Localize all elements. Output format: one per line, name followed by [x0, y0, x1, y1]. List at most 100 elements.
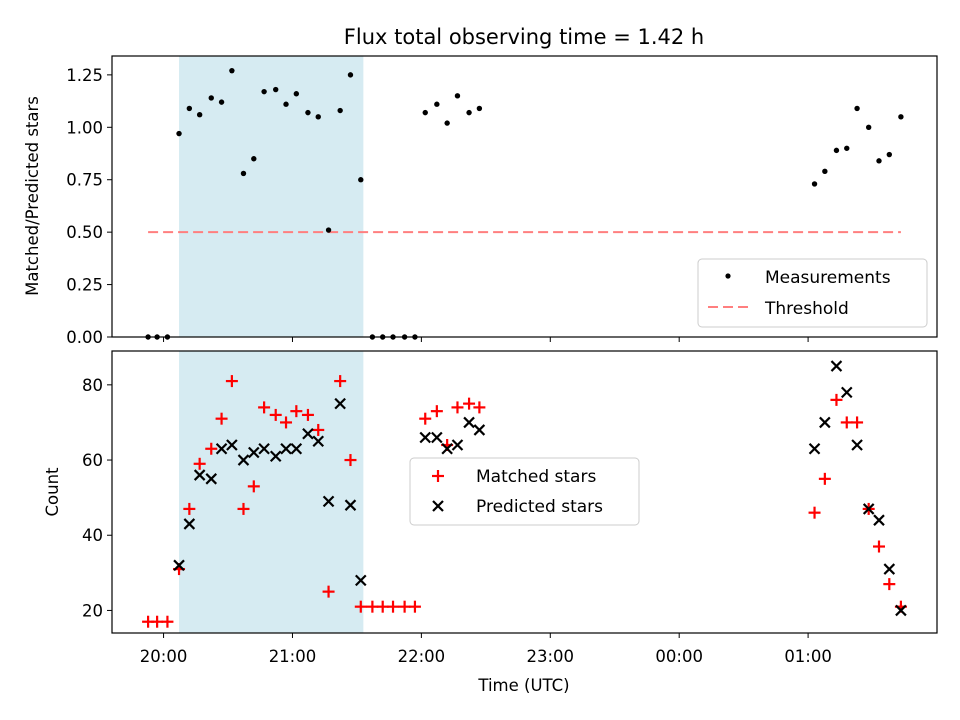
bottom-legend-box — [409, 457, 640, 526]
legend-measurements-marker — [725, 273, 731, 279]
top-y-tick-label: 1.00 — [66, 118, 103, 137]
measurement-point — [196, 112, 203, 118]
predicted-star-point — [290, 442, 303, 455]
matched-star-point — [215, 412, 228, 425]
legend-predicted-marker — [432, 500, 444, 512]
measurement-point — [240, 170, 247, 177]
predicted-star-point — [312, 435, 325, 448]
matched-star-point — [840, 416, 853, 429]
predicted-star-points — [173, 360, 907, 617]
x-axis-label: Time (UTC) — [477, 676, 569, 695]
measurement-point — [358, 177, 364, 183]
predicted-star-point — [173, 559, 185, 572]
bottom-panel: Count Time (UTC) 20 40 60 80 20:00 21:00 22:0… — [43, 350, 938, 695]
measurement-point — [305, 109, 311, 116]
top-panel: Flux total observing time = 1.42 h Match… — [23, 25, 938, 347]
matched-star-point — [808, 506, 821, 519]
top-axes-frame — [111, 55, 938, 338]
matched-star-point — [430, 405, 443, 418]
bottom-y-tick-label: 80 — [82, 376, 103, 395]
measurement-point — [315, 114, 321, 120]
top-y-tick-label: 0.00 — [66, 328, 103, 347]
matched-star-point — [161, 615, 174, 628]
predicted-star-point — [269, 450, 282, 463]
x-tick-label: 23:00 — [527, 647, 575, 666]
predicted-star-point — [473, 424, 486, 436]
matched-star-point — [225, 375, 238, 388]
bottom-y-tick-label: 40 — [82, 526, 103, 545]
top-y-tick-label: 1.25 — [66, 66, 103, 85]
matched-star-point — [151, 615, 164, 628]
predicted-star-point — [830, 360, 843, 372]
predicted-star-point — [895, 604, 907, 617]
legend-predicted-label: Predicted stars — [476, 497, 603, 517]
top-legend: Measurements Threshold — [697, 258, 928, 328]
predicted-star-point — [431, 431, 443, 444]
measurement-point — [854, 105, 860, 112]
matched-star-point — [851, 416, 864, 429]
predicted-star-point — [862, 503, 875, 515]
matched-star-point — [387, 600, 400, 613]
measurement-point — [898, 114, 904, 120]
x-tick-label: 21:00 — [269, 647, 317, 666]
predicted-star-point — [205, 473, 218, 485]
measurement-point — [218, 99, 225, 105]
bottom-y-axis-label: Count — [43, 467, 62, 517]
measurement-point — [844, 145, 850, 151]
predicted-star-point — [322, 495, 335, 508]
matched-star-point — [344, 454, 357, 467]
measurement-points — [145, 67, 904, 340]
matched-star-point — [376, 600, 389, 613]
predicted-star-point — [193, 469, 206, 481]
measurement-point — [865, 124, 872, 130]
measurement-point — [251, 156, 257, 162]
matched-star-point — [312, 423, 325, 436]
predicted-star-point — [355, 574, 367, 587]
bottom-y-ticks: 20 40 60 80 — [82, 376, 112, 620]
top-y-ticks: 0.00 0.25 0.50 0.75 1.00 1.25 — [66, 66, 112, 347]
predicted-star-point — [258, 442, 270, 455]
predicted-star-point — [808, 442, 821, 455]
predicted-star-point — [819, 416, 831, 429]
top-y-tick-label: 0.75 — [66, 171, 103, 190]
measurement-point — [886, 151, 893, 158]
top-y-tick-label: 0.25 — [66, 276, 103, 295]
measurement-point — [833, 147, 840, 154]
measurement-point — [434, 101, 440, 107]
measurement-point — [283, 101, 289, 107]
top-y-tick-label: 0.50 — [66, 223, 103, 242]
matched-star-point — [408, 600, 421, 613]
predicted-star-point — [883, 563, 896, 575]
legend-measurements-label: Measurements — [765, 268, 891, 288]
measurement-point — [325, 227, 332, 233]
predicted-star-point — [840, 386, 853, 399]
bottom-y-tick-label: 20 — [82, 601, 103, 620]
matched-star-point — [366, 600, 379, 613]
top-chart-title: Flux total observing time = 1.42 h — [344, 25, 704, 49]
matched-star-point — [205, 442, 218, 455]
measurement-point — [466, 109, 472, 116]
predicted-star-point — [451, 439, 464, 451]
matched-star-point — [818, 472, 831, 485]
legend-threshold-label: Threshold — [764, 299, 849, 319]
matched-star-point — [258, 401, 271, 414]
matched-star-point — [883, 578, 896, 591]
predicted-star-point — [463, 416, 475, 429]
measurement-point — [176, 130, 182, 137]
legend-matched-marker — [432, 470, 444, 482]
matched-star-point — [451, 401, 464, 414]
matched-star-point — [193, 457, 206, 470]
matched-star-point — [290, 405, 303, 418]
predicted-star-point — [183, 518, 196, 530]
matched-star-point — [473, 401, 486, 414]
measurement-point — [208, 95, 214, 101]
top-highlight-span — [179, 56, 364, 337]
measurement-point — [811, 181, 818, 187]
matched-star-point — [830, 393, 843, 406]
measurement-point — [229, 67, 235, 74]
matched-star-point — [247, 480, 260, 493]
bottom-highlight-span — [179, 351, 364, 633]
matched-star-point — [398, 600, 411, 613]
